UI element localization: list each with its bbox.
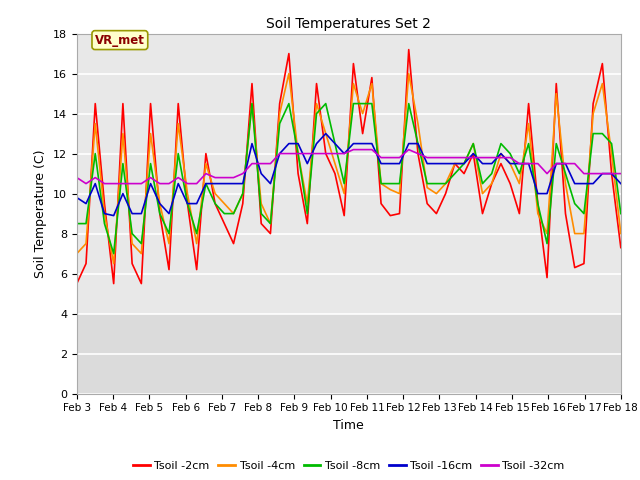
Title: Soil Temperatures Set 2: Soil Temperatures Set 2 xyxy=(266,17,431,31)
Tsoil -32cm xyxy=(221,175,228,180)
Tsoil -2cm xyxy=(257,221,265,227)
Tsoil -16cm xyxy=(267,180,275,186)
Tsoil -4cm xyxy=(433,191,440,196)
Tsoil -4cm xyxy=(73,251,81,256)
Tsoil -2cm xyxy=(73,281,81,287)
Tsoil -32cm xyxy=(349,147,357,153)
Tsoil -16cm xyxy=(322,131,330,136)
Tsoil -4cm xyxy=(239,191,246,196)
Tsoil -2cm xyxy=(248,81,256,86)
Tsoil -2cm xyxy=(211,201,219,206)
Tsoil -2cm xyxy=(405,47,413,52)
Tsoil -8cm xyxy=(73,221,81,227)
Tsoil -2cm xyxy=(617,245,625,251)
Tsoil -16cm xyxy=(257,171,265,177)
Tsoil -16cm xyxy=(174,180,182,186)
Tsoil -8cm xyxy=(221,211,228,216)
Tsoil -8cm xyxy=(248,101,256,107)
Tsoil -32cm xyxy=(267,161,275,167)
Tsoil -4cm xyxy=(267,221,275,227)
Tsoil -16cm xyxy=(239,180,246,186)
Bar xyxy=(77,313,621,394)
Line: Tsoil -8cm: Tsoil -8cm xyxy=(77,104,621,253)
Tsoil -16cm xyxy=(617,180,625,186)
Tsoil -2cm xyxy=(423,201,431,206)
Line: Tsoil -2cm: Tsoil -2cm xyxy=(77,49,621,284)
Tsoil -8cm xyxy=(239,191,246,196)
Tsoil -16cm xyxy=(433,161,440,167)
Tsoil -16cm xyxy=(110,213,118,218)
Tsoil -8cm xyxy=(617,211,625,216)
X-axis label: Time: Time xyxy=(333,419,364,432)
Line: Tsoil -16cm: Tsoil -16cm xyxy=(77,133,621,216)
Tsoil -8cm xyxy=(276,120,284,126)
Tsoil -32cm xyxy=(617,171,625,177)
Tsoil -32cm xyxy=(257,161,265,167)
Tsoil -16cm xyxy=(73,195,81,201)
Tsoil -32cm xyxy=(73,175,81,180)
Tsoil -32cm xyxy=(174,175,182,180)
Tsoil -4cm xyxy=(617,231,625,237)
Y-axis label: Soil Temperature (C): Soil Temperature (C) xyxy=(35,149,47,278)
Legend: Tsoil -2cm, Tsoil -4cm, Tsoil -8cm, Tsoil -16cm, Tsoil -32cm: Tsoil -2cm, Tsoil -4cm, Tsoil -8cm, Tsoi… xyxy=(129,457,569,476)
Text: VR_met: VR_met xyxy=(95,34,145,47)
Tsoil -2cm xyxy=(230,240,237,247)
Tsoil -4cm xyxy=(257,201,265,206)
Line: Tsoil -32cm: Tsoil -32cm xyxy=(77,150,621,183)
Tsoil -8cm xyxy=(433,180,440,186)
Line: Tsoil -4cm: Tsoil -4cm xyxy=(77,73,621,264)
Tsoil -32cm xyxy=(82,180,90,186)
Tsoil -4cm xyxy=(221,201,228,206)
Tsoil -4cm xyxy=(110,261,118,266)
Tsoil -32cm xyxy=(433,155,440,160)
Tsoil -32cm xyxy=(239,171,246,177)
Tsoil -16cm xyxy=(221,180,228,186)
Tsoil -4cm xyxy=(285,71,292,76)
Tsoil -8cm xyxy=(110,251,118,256)
Tsoil -2cm xyxy=(165,267,173,273)
Tsoil -4cm xyxy=(174,120,182,126)
Tsoil -8cm xyxy=(267,221,275,227)
Tsoil -8cm xyxy=(174,151,182,156)
